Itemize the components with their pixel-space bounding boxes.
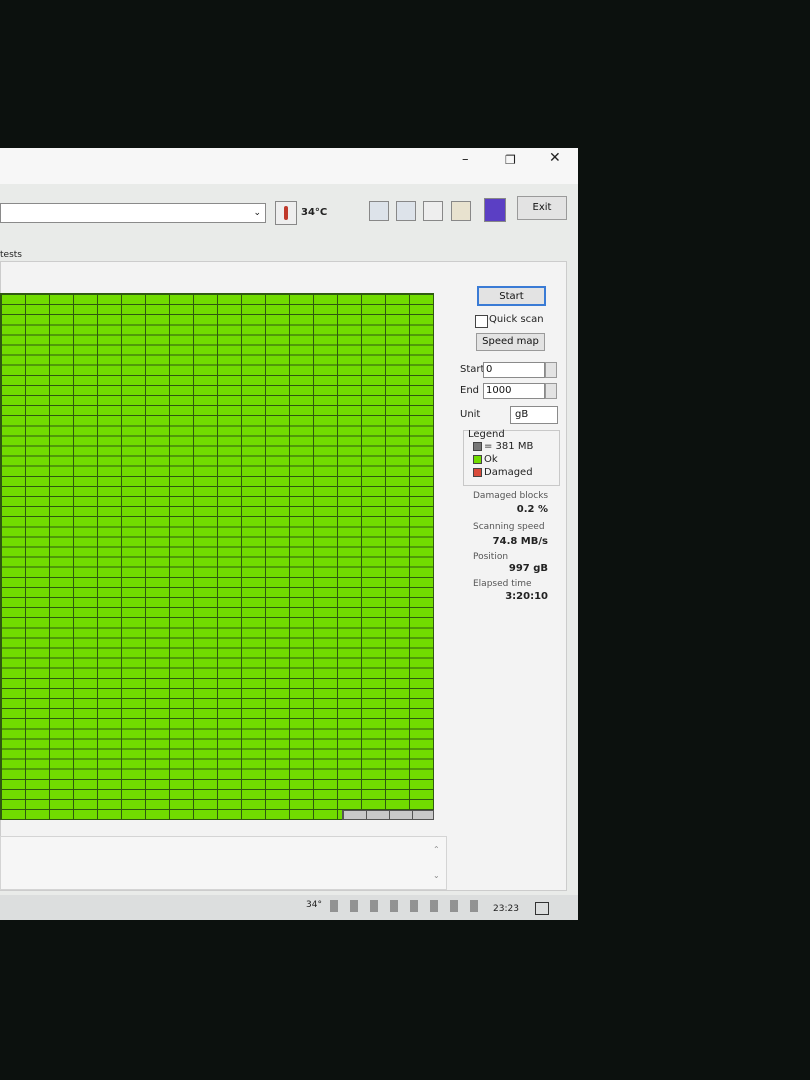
monitor-screen: – ❐ ✕ ⌄ 34°C Exit tests ⌃ ⌄ Start Quick … xyxy=(0,148,578,920)
minimize-button[interactable]: – xyxy=(462,152,469,167)
unit-label: Unit xyxy=(460,409,481,420)
clock: 23:23 xyxy=(493,904,519,914)
close-button[interactable]: ✕ xyxy=(549,150,561,166)
stat-label: Damaged blocks xyxy=(473,491,549,501)
scroll-up[interactable]: ⌃ xyxy=(433,845,440,854)
restore-button[interactable]: ❐ xyxy=(505,153,516,167)
stat-value: 3:20:10 xyxy=(505,591,548,602)
toolbar-icon[interactable] xyxy=(396,201,416,221)
spinner[interactable] xyxy=(545,362,557,378)
start-button[interactable]: Start xyxy=(477,286,546,306)
legend-text: Ok xyxy=(484,454,498,465)
start-label: Start xyxy=(460,364,485,375)
unscanned-blocks xyxy=(342,810,434,820)
stat-value: 0.2 % xyxy=(516,504,548,515)
exit-button[interactable]: Exit xyxy=(517,196,567,220)
tab-label[interactable]: tests xyxy=(0,250,22,260)
stat-value: 997 gB xyxy=(508,563,548,574)
end-label: End xyxy=(460,385,480,396)
legend-ok: Ok xyxy=(473,454,498,466)
tray-icons[interactable] xyxy=(330,900,478,912)
stat-value: 74.8 MB/s xyxy=(492,536,548,547)
spinner[interactable] xyxy=(545,383,557,399)
stat-label: Elapsed time xyxy=(473,579,532,589)
legend-box xyxy=(463,430,560,486)
dropdown-arrow: ⌄ xyxy=(253,208,261,218)
drive-dropdown[interactable]: ⌄ xyxy=(0,203,266,223)
speed-map-button[interactable]: Speed map xyxy=(476,333,545,351)
toolbar-icon[interactable] xyxy=(451,201,471,221)
toolbar-icon[interactable] xyxy=(423,201,443,221)
legend-text: = 381 MB xyxy=(484,441,534,452)
thermometer-bar xyxy=(284,206,288,220)
toolbar-icon[interactable] xyxy=(369,201,389,221)
log-area xyxy=(0,836,447,890)
quick-scan-checkbox[interactable] xyxy=(475,315,488,328)
legend-swatch xyxy=(473,441,482,451)
stat-label: Scanning speed xyxy=(473,522,545,532)
title-bar xyxy=(0,148,578,184)
legend-block: = 381 MB xyxy=(473,441,533,453)
taskbar-temperature: 34° xyxy=(306,900,322,910)
taskbar xyxy=(0,895,578,920)
notification-icon[interactable] xyxy=(535,902,549,915)
legend-title: Legend xyxy=(468,429,505,440)
start-input[interactable]: 0 xyxy=(483,362,545,378)
scroll-down[interactable]: ⌄ xyxy=(433,871,440,880)
legend-swatch xyxy=(473,454,482,464)
unit-select[interactable]: gB xyxy=(510,406,558,424)
quick-scan-label[interactable]: Quick scan xyxy=(489,314,544,325)
legend-swatch xyxy=(473,467,482,477)
legend-text: Damaged xyxy=(484,467,533,478)
legend-damaged: Damaged xyxy=(473,467,533,479)
stat-label: Position xyxy=(473,552,509,562)
block-map xyxy=(0,293,434,820)
end-input[interactable]: 1000 xyxy=(483,383,545,399)
temperature: 34°C xyxy=(301,207,328,218)
thermometer-icon xyxy=(275,201,297,225)
toolbar-icon[interactable] xyxy=(484,198,506,222)
